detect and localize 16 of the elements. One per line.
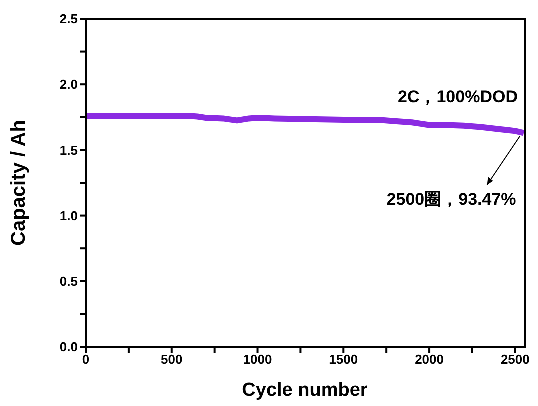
x-tick-label: 500 [161,352,183,368]
y-tick-label: 1.5 [60,142,78,158]
x-tick-label: 1000 [243,352,272,368]
annotation: 2C，100%DOD [398,88,518,107]
x-tick-label: 1500 [329,352,358,368]
annotation: 2500圈，93.47% [386,190,516,210]
y-tick-label: 2.0 [60,77,78,92]
x-tick-label: 2500 [500,352,530,368]
y-axis-title: Capacity / Ah [8,120,30,246]
y-tick-label: 0.0 [60,340,78,355]
x-tick-label: 0 [82,352,90,368]
x-tick-label: 2000 [415,352,444,368]
y-tick-label: 0.5 [60,274,78,290]
y-tick-label: 2.5 [60,12,78,27]
y-tick-label: 1.0 [60,208,78,224]
x-axis-title: Cycle number [242,380,368,401]
